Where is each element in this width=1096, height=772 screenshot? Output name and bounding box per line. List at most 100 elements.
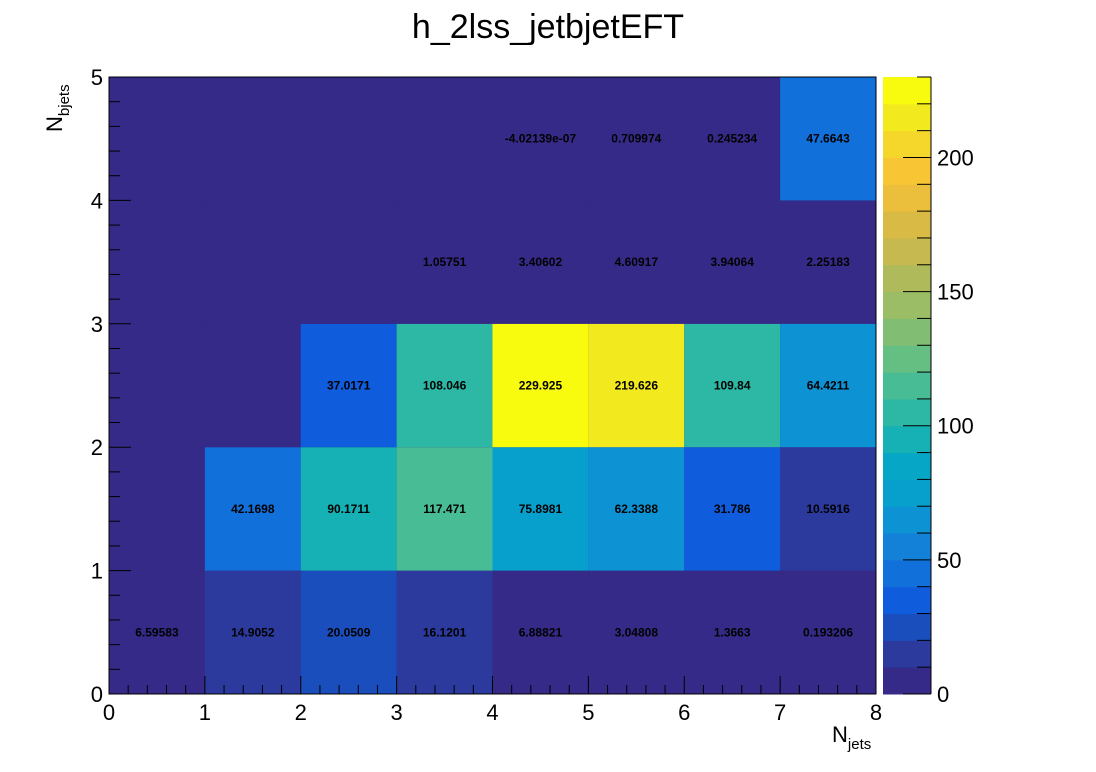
heatmap-cell (300, 77, 397, 201)
x-axis-label-main: N (832, 722, 848, 747)
heatmap-cell (109, 570, 205, 694)
cell-value-label: 1.3663 (714, 625, 751, 639)
heatmap-cell (204, 77, 301, 201)
heatmap-cell (492, 570, 589, 694)
color-bar-segment (883, 211, 931, 239)
x-tick-label: 5 (582, 700, 594, 725)
color-bar-segment (883, 264, 931, 293)
heatmap-cell (204, 447, 301, 571)
cell-value-label: 10.5916 (806, 502, 850, 516)
heatmap-cell (396, 200, 493, 324)
cell-value-label: 42.1698 (231, 502, 275, 516)
color-bar-segment (883, 425, 931, 454)
y-tick-label: 2 (91, 435, 103, 460)
color-bar-segment (883, 640, 931, 668)
heatmap-cell (780, 323, 876, 448)
cell-value-label: 0.709974 (611, 132, 661, 146)
color-bar-segment (883, 291, 931, 319)
heatmap-cell (300, 200, 397, 324)
heatmap-cell (492, 447, 589, 571)
color-bar-segment (883, 372, 931, 400)
y-tick-label: 4 (91, 188, 103, 213)
heatmap-cell (204, 323, 301, 448)
x-tick-label: 2 (295, 700, 307, 725)
color-scale-bar: 0 50 100 150 200 (883, 76, 974, 707)
cell-value-label: 0.245234 (707, 132, 757, 146)
color-bar-tick-label: 150 (937, 280, 974, 305)
heatmap-cell (396, 77, 493, 201)
heatmap-cell (684, 323, 781, 448)
cell-value-label: 117.471 (423, 502, 466, 516)
heatmap-cell (780, 200, 876, 324)
cell-value-label: 3.94064 (710, 255, 754, 269)
cell-value-label: 75.8981 (519, 502, 563, 516)
y-tick-label: 5 (91, 65, 103, 90)
cell-value-label: 47.6643 (806, 132, 850, 146)
cell-value-label: 64.4211 (807, 379, 850, 393)
cell-value-label: 62.3388 (615, 502, 659, 516)
y-tick-label: 0 (91, 682, 103, 707)
x-tick-label: 0 (103, 700, 115, 725)
y-axis-label-sub: bjets (56, 84, 73, 116)
cell-value-label: 6.59583 (135, 625, 179, 639)
color-bar-segment (883, 345, 931, 373)
cell-value-labels: 6.59583 14.9052 42.1698 20.0509 90.1711 37.01… (135, 132, 853, 640)
cell-value-label: 2.25183 (806, 255, 850, 269)
cell-value-label: 20.0509 (327, 625, 371, 639)
cell-value-label: 90.1711 (327, 502, 370, 516)
heatmap-cell (492, 323, 589, 448)
heatmap-cell (109, 447, 205, 571)
color-bar-segment (883, 103, 931, 132)
color-bar-segment (883, 452, 931, 480)
heatmap-cell (492, 77, 589, 201)
color-bar-tick-label: 200 (937, 145, 974, 170)
y-tick-label: 1 (91, 559, 103, 584)
color-bar-tick-label: 50 (937, 548, 961, 573)
heatmap-cell (109, 200, 205, 324)
color-bar-segment (883, 586, 931, 615)
cell-value-label: -4.02139e-07 (505, 132, 577, 146)
heatmap-cell (588, 323, 685, 448)
heatmap-cell (780, 447, 876, 571)
color-bar-segment (883, 559, 931, 588)
cell-value-label: 31.786 (714, 502, 751, 516)
color-bar-tick-label: 0 (937, 682, 949, 707)
color-bar-segment (883, 77, 931, 105)
cell-value-label: 219.626 (615, 379, 659, 393)
cell-value-label: 108.046 (423, 379, 467, 393)
heatmap-cell (300, 570, 397, 694)
color-bar-segment (883, 398, 931, 427)
heatmap-cell (204, 570, 301, 694)
heatmap-cell (300, 447, 397, 571)
heatmap-cell (300, 323, 397, 448)
cell-value-label: 6.88821 (519, 625, 563, 639)
color-bar-segment (883, 318, 931, 346)
heatmap-cell (396, 323, 493, 448)
color-bar-segment (883, 479, 931, 507)
color-bar-segment (883, 506, 931, 534)
color-bar-segment (883, 237, 931, 266)
heatmap-cell (109, 77, 205, 201)
chart-title: h_2lss_jetbjetEFT (412, 8, 684, 46)
x-tick-label: 6 (678, 700, 690, 725)
heatmap-cell (684, 77, 781, 201)
heatmap-cell (396, 447, 493, 571)
y-axis-label-main: N (42, 116, 67, 132)
x-tick-label: 1 (199, 700, 211, 725)
heatmap-cell (780, 570, 876, 694)
cell-value-label: 16.1201 (423, 625, 467, 639)
color-bar-segment (883, 533, 931, 561)
heatmap-cell (204, 200, 301, 324)
color-bar-segment (883, 130, 931, 158)
heatmap-cell (684, 200, 781, 324)
heatmap-cell (109, 323, 205, 448)
heatmap-cells (109, 77, 876, 694)
y-tick-label: 3 (91, 312, 103, 337)
x-tick-label: 4 (486, 700, 498, 725)
cell-value-label: 4.60917 (615, 255, 659, 269)
color-bar-tick-label: 100 (937, 414, 974, 439)
heatmap-cell (588, 447, 685, 571)
color-bar-segment (883, 667, 931, 695)
cell-value-label: 229.925 (519, 379, 563, 393)
